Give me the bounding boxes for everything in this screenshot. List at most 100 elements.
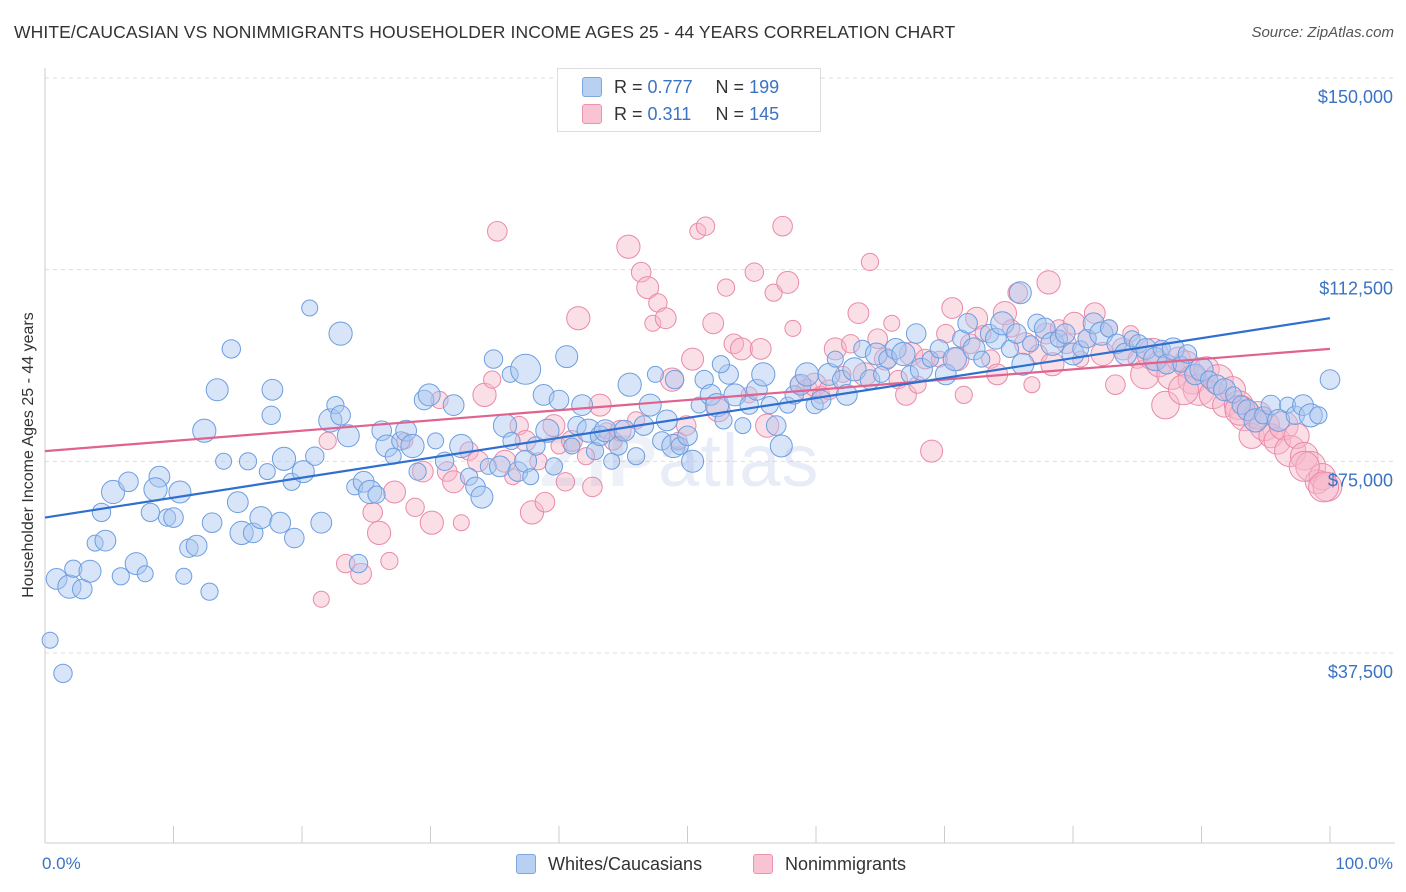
whites-point (395, 419, 418, 442)
nonimmigrants-point (419, 510, 444, 535)
nonimmigrants-point (644, 314, 662, 332)
whites-point (638, 393, 662, 417)
whites-point (201, 512, 223, 534)
whites-point (1225, 386, 1243, 404)
nonimmigrants-point (1023, 376, 1041, 394)
whites-point (1089, 321, 1114, 346)
whites-point (853, 339, 872, 358)
whites-trend-line (44, 317, 1331, 519)
nonimmigrants-point (784, 319, 802, 337)
nonimmigrants-points (312, 215, 1343, 608)
whites-point (318, 408, 343, 433)
whites-point (470, 485, 494, 509)
whites-point (94, 529, 117, 552)
whites-point (460, 467, 479, 486)
whites-point (535, 418, 560, 443)
whites-point (413, 389, 435, 411)
nonimmigrants-point (860, 252, 880, 272)
whites-point (555, 345, 579, 369)
whites-point (221, 339, 242, 359)
blue-swatch-icon (516, 854, 536, 874)
whites-point (442, 394, 465, 417)
whites-point (284, 527, 305, 549)
whites-point (627, 447, 646, 466)
whites-point (305, 446, 325, 466)
nonimmigrants-point (883, 314, 901, 332)
y-tick-label: $75,000 (1328, 470, 1393, 490)
whites-point (168, 480, 192, 504)
whites-point (973, 350, 991, 368)
whites-point (53, 663, 73, 684)
whites-point (681, 449, 705, 473)
whites-point (375, 434, 399, 458)
watermark-suffix: atlas (658, 419, 820, 502)
nonimmigrants-point (1036, 270, 1061, 295)
nonimmigrants-point (702, 312, 725, 335)
x-tick-label: 0.0% (42, 854, 81, 873)
nonimmigrants-point (654, 307, 677, 330)
whites-point (548, 389, 570, 411)
whites-point (522, 468, 540, 486)
nonimmigrants-point (1062, 311, 1086, 335)
whites-point (489, 455, 511, 478)
whites-point (258, 463, 276, 481)
nonimmigrants-point (695, 216, 716, 236)
nonimmigrants-point (755, 413, 780, 438)
whites-point (200, 582, 219, 601)
nonimmigrants-point (974, 325, 992, 343)
nonimmigrants-point (582, 476, 603, 498)
whites-point (1177, 344, 1198, 364)
whites-point (328, 321, 353, 346)
whites-point (229, 520, 254, 546)
legend-item-nonimmigrants[interactable]: Nonimmigrants (753, 851, 906, 877)
whites-point (864, 342, 888, 366)
y-tick-label: $112,500 (1319, 279, 1393, 299)
nonimmigrants-point (772, 215, 793, 237)
nonimmigrants-point (1295, 450, 1327, 482)
whites-point (249, 506, 273, 530)
whites-point (794, 362, 820, 387)
nonimmigrants-point (636, 276, 660, 300)
pink-swatch-icon (582, 104, 602, 124)
whites-point (617, 372, 642, 397)
whites-point (64, 559, 83, 578)
whites-point (479, 457, 497, 475)
nonimmigrants-point (1290, 441, 1319, 471)
whites-point (417, 383, 441, 407)
whites-point (705, 393, 730, 418)
legend-item-whites[interactable]: Whites/Caucasians (516, 851, 702, 877)
whites-point (143, 477, 168, 502)
whites-point (734, 417, 752, 435)
nonimmigrants-point (483, 370, 502, 389)
nonimmigrants-point (487, 221, 508, 242)
whites-point (205, 378, 229, 402)
nonimmigrants-point (841, 334, 861, 354)
whites-point (563, 437, 581, 455)
legend-row-whites: R = 0.777 N = 199 (582, 74, 779, 100)
legend-row-nonimmigrants: R = 0.311 N = 145 (582, 101, 779, 127)
whites-point (1189, 357, 1214, 382)
nonimmigrants-point (362, 502, 384, 523)
axes (44, 68, 1395, 844)
nonimmigrants-point (1105, 374, 1126, 396)
whites-point (603, 452, 621, 470)
whites-point (1298, 403, 1323, 428)
nonimmigrants-point (555, 472, 576, 492)
nonimmigrants-point (717, 278, 736, 297)
whites-point (348, 553, 369, 574)
tick-labels: $37,500 $75,000 $112,500 $150,000 0.0% 100.0% (42, 87, 1393, 873)
nonimmigrants-point (941, 297, 964, 319)
whites-point (1022, 335, 1040, 353)
whites-point (408, 462, 427, 481)
nonimmigrants-trend-line (44, 347, 1331, 453)
whites-point (1033, 317, 1056, 340)
nonimmigrants-point (1308, 471, 1340, 503)
r-value: 0.777 (647, 76, 693, 97)
whites-point (427, 432, 445, 450)
whites-point (185, 534, 208, 557)
whites-point (942, 347, 967, 372)
whites-point (261, 378, 284, 401)
nonimmigrants-point (723, 333, 745, 355)
nonimmigrants-point (648, 293, 668, 313)
source-label[interactable]: Source: ZipAtlas.com (1251, 24, 1394, 41)
